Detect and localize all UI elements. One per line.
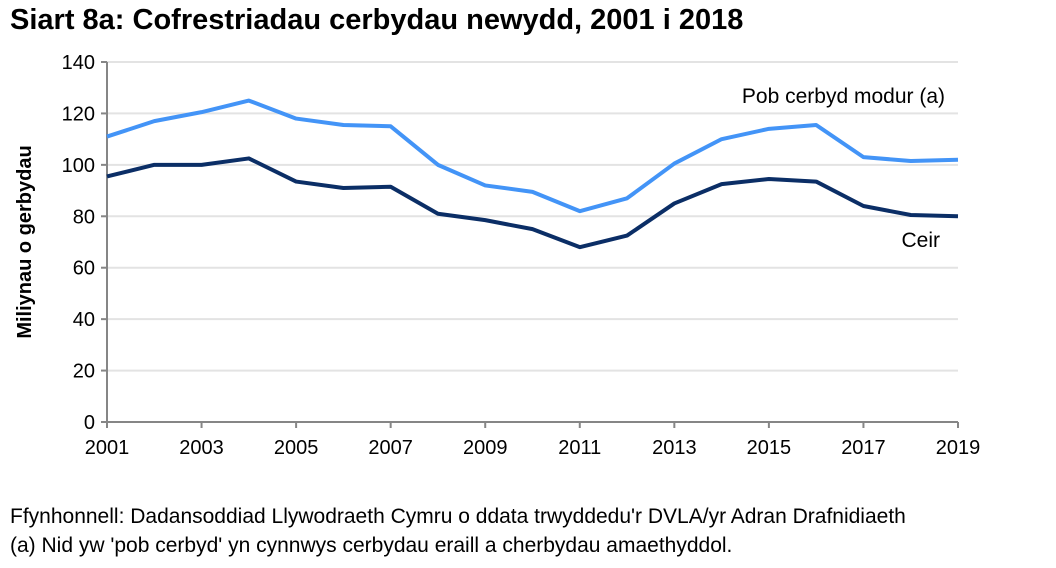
y-tick-label: 120 — [62, 103, 95, 125]
y-tick-label: 40 — [73, 309, 95, 331]
x-tick-label: 2019 — [936, 437, 981, 459]
y-tick-label: 80 — [73, 206, 95, 228]
y-tick-label: 140 — [62, 52, 95, 74]
y-axis-label: Miliynau o gerbydau — [14, 145, 36, 338]
x-tick-label: 2009 — [463, 437, 508, 459]
y-tick-label: 60 — [73, 258, 95, 280]
y-tick-label: 20 — [73, 361, 95, 383]
x-tick-label: 2001 — [85, 437, 130, 459]
series-line-pob-cerbyd — [106, 98, 959, 214]
source-note: Ffynhonnell: Dadansoddiad Llywodraeth Cy… — [10, 505, 906, 528]
series-label-ceir: Ceir — [901, 229, 940, 252]
x-tick-label: 2003 — [179, 437, 224, 459]
footnote: (a) Nid yw 'pob cerbyd' yn cynnwys cerby… — [10, 534, 733, 557]
x-tick-label: 2005 — [274, 437, 319, 459]
x-tick-label: 2015 — [747, 437, 792, 459]
x-tick-label: 2011 — [558, 437, 601, 459]
line-chart: 0 20 40 60 80 100 120 140 2001 2003 2005 2007 2009 20… — [14, 52, 981, 459]
chart-title: Siart 8a: Cofrestriadau cerbydau newydd,… — [10, 4, 744, 36]
x-tick-label: 2013 — [652, 437, 697, 459]
y-tick-label: 0 — [84, 412, 95, 434]
y-tick-label: 100 — [62, 155, 95, 177]
x-tick-label: 2007 — [368, 437, 413, 459]
series-line-ceir — [106, 156, 959, 250]
series-label-pob-cerbyd: Pob cerbyd modur (a) — [742, 85, 945, 108]
x-tick-label: 2017 — [841, 437, 886, 459]
